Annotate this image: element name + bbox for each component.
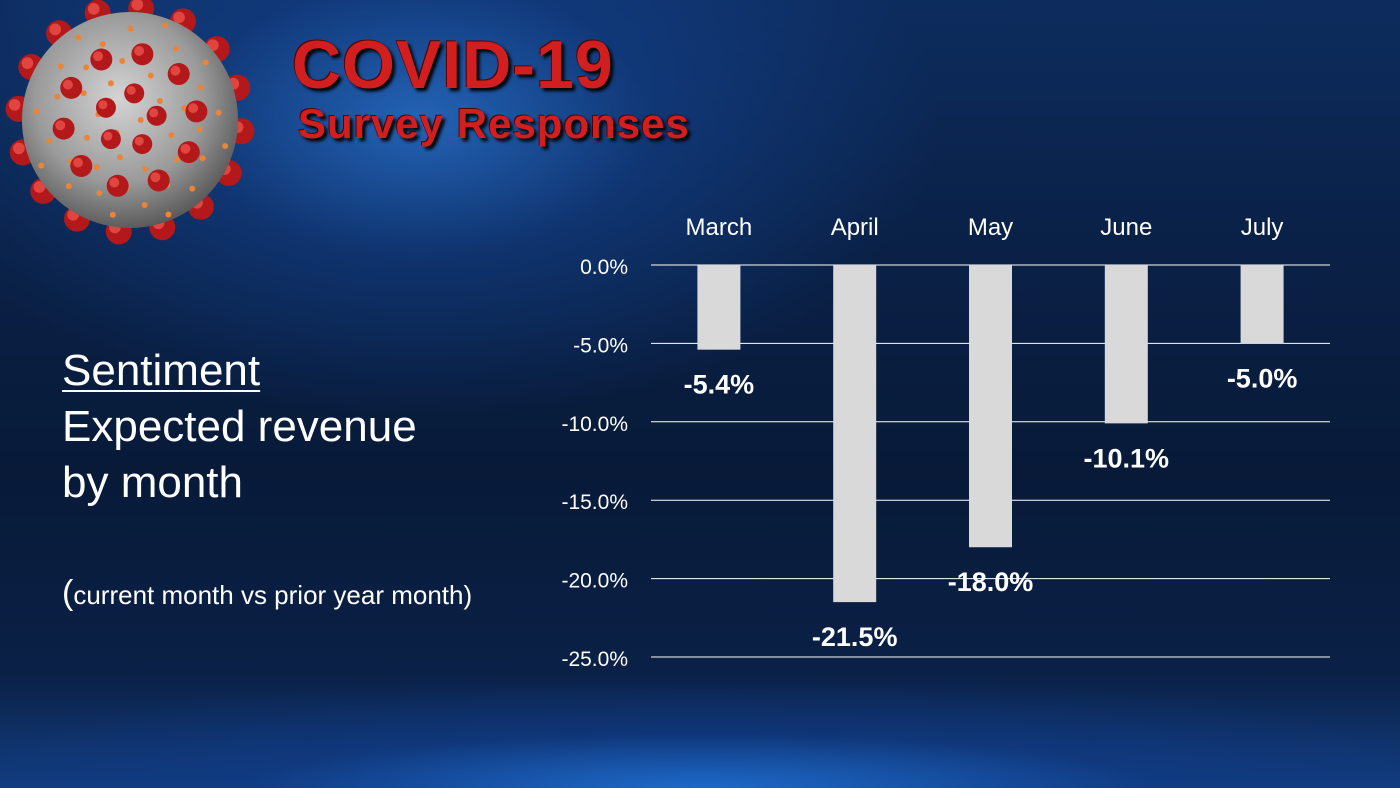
data-label: -18.0%: [948, 567, 1034, 597]
virus-dot: [119, 57, 126, 64]
page-subtitle: Survey Responses: [298, 100, 690, 147]
bar-july: [1240, 265, 1284, 344]
y-tick-label: -25.0%: [561, 648, 628, 671]
category-label: June: [1100, 214, 1152, 241]
virus-dot: [99, 41, 106, 48]
virus-dot: [202, 59, 209, 66]
virus-dot: [141, 201, 148, 208]
data-label: -5.0%: [1227, 363, 1298, 393]
virus-spike: [90, 48, 113, 71]
data-label: -21.5%: [812, 622, 898, 652]
note-text: current month vs prior year month): [73, 580, 473, 610]
comparison-note: (current month vs prior year month): [62, 574, 472, 613]
virus-dot: [116, 154, 123, 161]
virus-spike: [95, 97, 116, 118]
virus-spike: [106, 174, 129, 197]
y-tick-label: 0.0%: [580, 256, 628, 279]
virus-dot: [33, 108, 40, 115]
virus-dot: [189, 185, 196, 192]
virus-dot: [199, 155, 206, 162]
virus-dot: [168, 132, 175, 139]
virus-dot: [127, 25, 134, 32]
y-tick-label: -20.0%: [561, 570, 628, 593]
virus-dot: [83, 134, 90, 141]
virus-spike: [52, 117, 75, 140]
note-open-paren: (: [62, 574, 74, 612]
virus-dot: [156, 97, 163, 104]
description-line-1: Expected revenue: [62, 402, 417, 451]
virus-dot: [197, 84, 204, 91]
y-tick-label: -5.0%: [573, 334, 628, 357]
virus-dot: [137, 117, 144, 123]
virus-spike: [60, 76, 83, 99]
virus-dot: [57, 63, 64, 70]
virus-spike: [100, 129, 121, 150]
labels: 0.0% -5.0% -10.0% -15.0% -20.0% -25.0% March -5…: [561, 214, 1297, 671]
virus-spike: [131, 43, 154, 66]
data-label: -5.4%: [684, 370, 755, 400]
virus-dot: [93, 164, 100, 171]
virus-dot: [172, 45, 179, 52]
category-label: March: [686, 214, 753, 241]
data-label: -10.1%: [1084, 443, 1170, 473]
virus-dot: [109, 211, 116, 218]
virus-dot: [215, 109, 222, 116]
bar-april: [833, 265, 877, 603]
virus-spike: [147, 169, 170, 192]
page-title: COVID-19: [292, 27, 614, 103]
category-label: April: [831, 214, 879, 241]
virus-dot: [147, 72, 154, 79]
virus-dot: [75, 34, 82, 41]
virus-dot: [96, 190, 103, 197]
virus-spike: [70, 154, 93, 177]
bars: [697, 265, 1284, 603]
description-line-2: by month: [62, 458, 243, 507]
virus-dot: [80, 90, 87, 97]
virus-dot: [46, 138, 53, 145]
virus-dot: [54, 93, 61, 100]
virus-dot: [196, 126, 203, 133]
virus-spike: [167, 63, 190, 86]
virus-spike: [132, 134, 153, 155]
virus-dot: [222, 143, 229, 150]
category-label: May: [968, 214, 1013, 241]
virus-dot: [83, 64, 90, 71]
virus-dot: [38, 162, 45, 169]
y-tick-label: -15.0%: [561, 491, 628, 514]
bar-march: [697, 265, 741, 350]
virus-spike: [185, 100, 208, 123]
coronavirus-illustration: [5, 0, 255, 245]
virus-dot: [173, 156, 180, 163]
y-tick-label: -10.0%: [561, 413, 628, 436]
virus-spike: [146, 105, 167, 126]
sentiment-heading: Sentiment: [62, 346, 261, 395]
category-label: July: [1241, 214, 1284, 241]
virus-dot: [65, 183, 72, 190]
virus-dot: [162, 22, 169, 29]
bar-may: [969, 265, 1012, 548]
virus-dot: [142, 165, 149, 172]
virus-dot: [165, 211, 172, 218]
virus-dot: [107, 80, 114, 87]
bar-june: [1104, 265, 1148, 424]
virus-spike: [177, 141, 200, 164]
virus-spike: [124, 83, 145, 104]
